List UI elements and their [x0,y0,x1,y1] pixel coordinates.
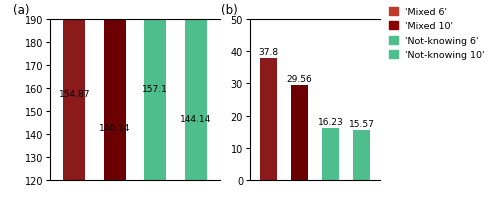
Text: (b): (b) [222,4,238,17]
Text: 37.8: 37.8 [258,48,278,57]
Text: (a): (a) [12,4,29,17]
Legend: 'Mixed 6', 'Mixed 10', 'Not-knowing 6', 'Not-knowing 10': 'Mixed 6', 'Mixed 10', 'Not-knowing 6', … [388,6,487,62]
Text: 157.1: 157.1 [142,84,168,93]
Bar [322,128,339,180]
Text: 15.57: 15.57 [348,119,374,128]
Text: 154.87: 154.87 [58,89,90,98]
Bar [353,130,370,180]
Bar [144,0,167,180]
Text: 140.14: 140.14 [99,123,130,132]
Text: 29.56: 29.56 [286,75,312,83]
Bar [63,0,86,180]
Bar [184,0,207,180]
Bar [291,85,308,180]
Bar [104,0,126,180]
Text: 144.14: 144.14 [180,114,212,123]
Bar [260,59,277,180]
Text: 16.23: 16.23 [318,117,344,126]
